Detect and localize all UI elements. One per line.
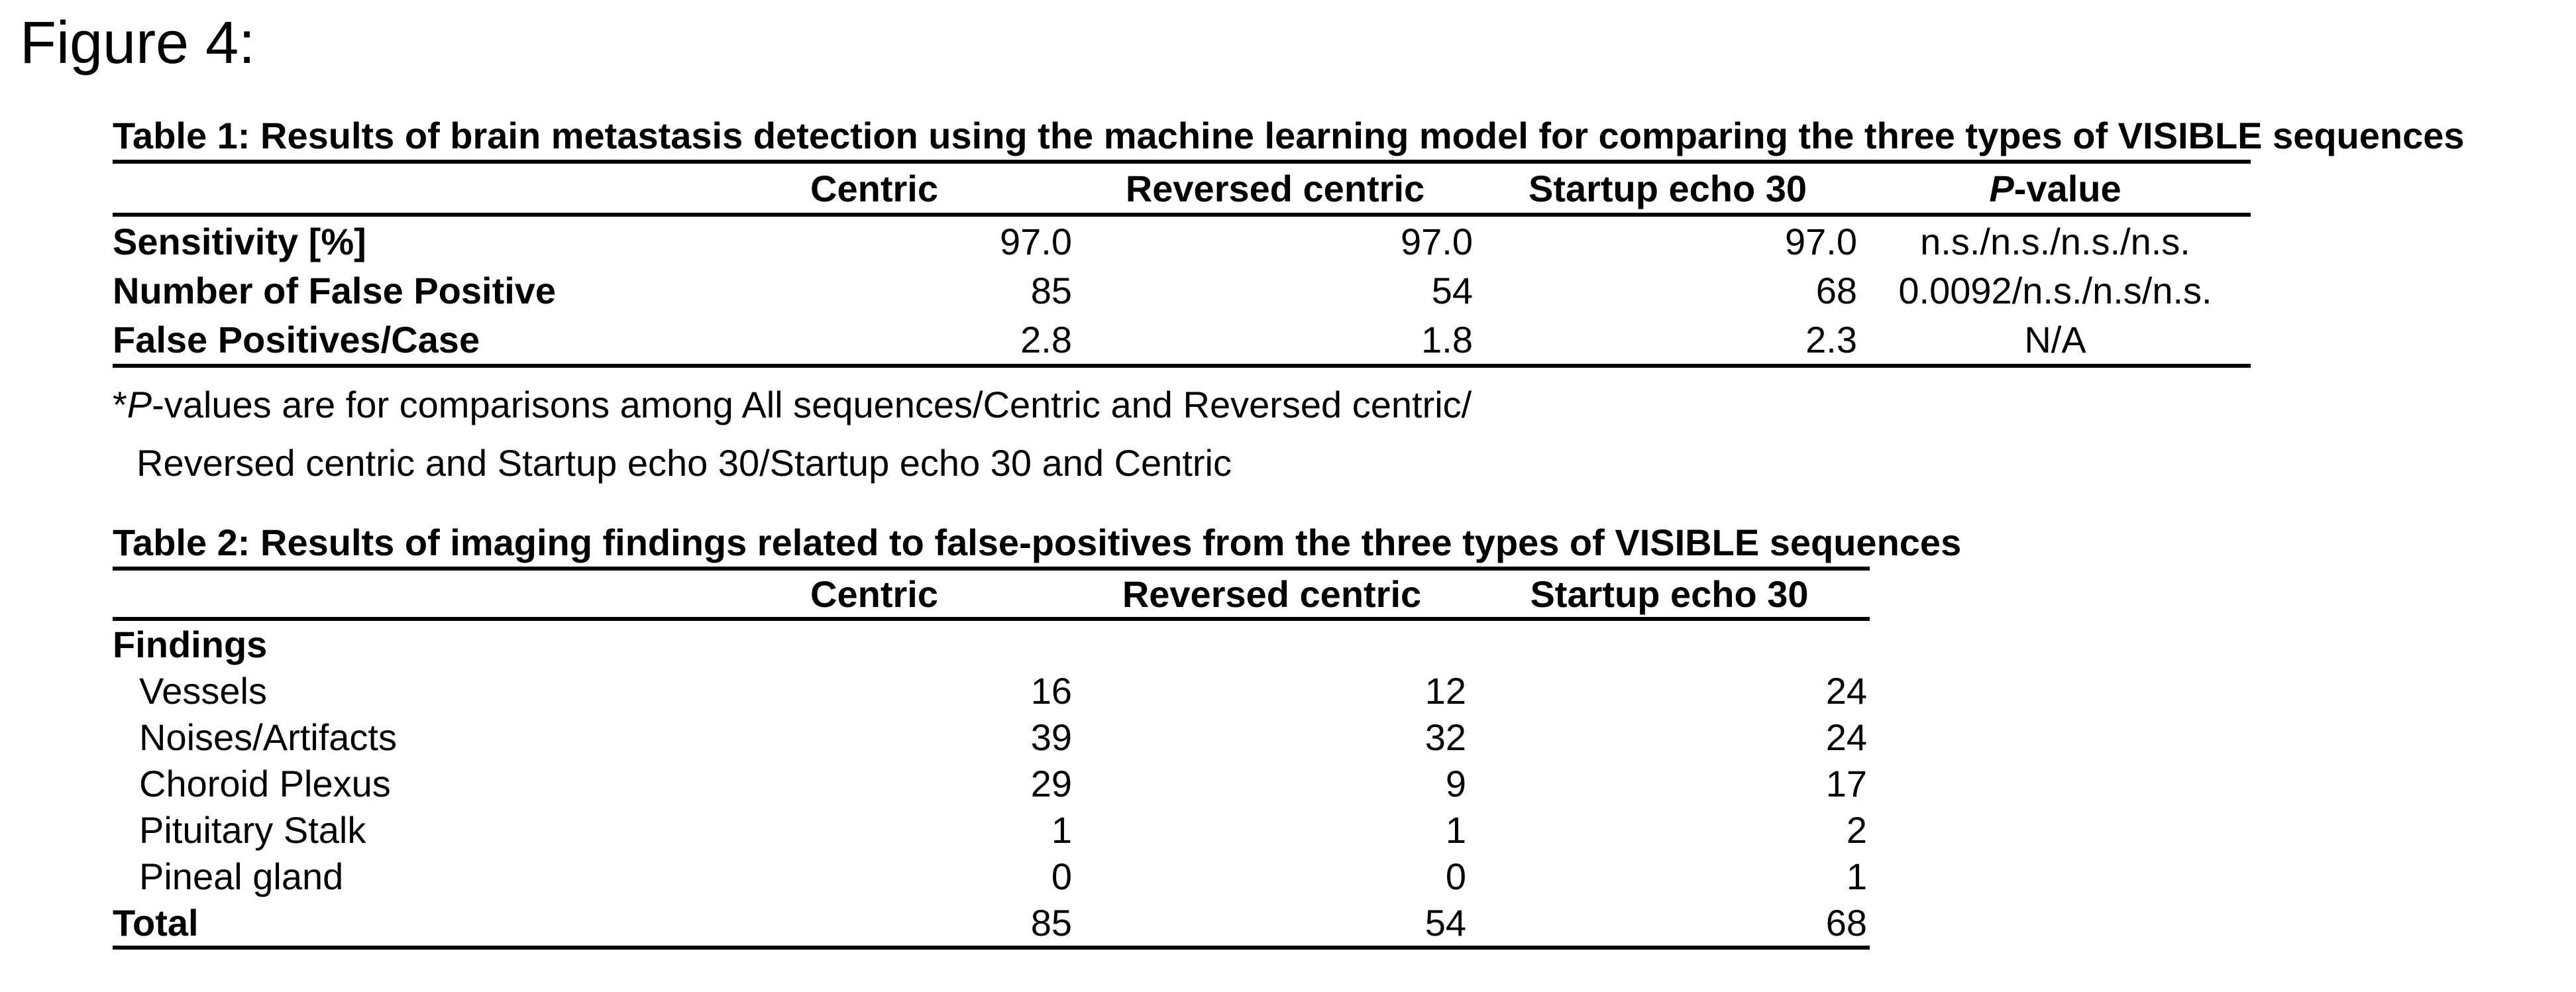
cell-startup-echo-30: 2 [1846,808,1867,851]
table2-header-centric: Centric [810,573,938,615]
cell-reversed-centric: 9 [1445,762,1466,804]
cell-reversed-centric: 0 [1445,855,1466,897]
table1-header-centric: Centric [810,167,938,209]
cell-startup-echo-30: 68 [1815,269,1857,311]
cell-startup-echo-30: 1 [1846,855,1867,897]
table-row: Vessels 16 12 24 [113,667,1870,714]
table-row: False Positives/Case 2.8 1.8 2.3 N/A [113,315,2251,366]
cell-reversed-centric: 1.8 [1421,318,1473,360]
footnote-p-italic: P [127,384,152,425]
p-value-header-italic: P [1989,167,2014,209]
row-label-pineal-gland: Pineal gland [139,855,344,897]
cell-p-value: n.s./n.s./n.s./n.s. [1920,220,2190,262]
table-row: Noises/Artifacts 39 32 24 [113,714,1870,760]
table-row: Choroid Plexus 29 9 17 [113,760,1870,806]
cell-startup-echo-30: 68 [1825,901,1867,944]
table1-title: Table 1: Results of brain metastasis det… [113,115,2465,164]
row-label-total: Total [113,901,199,944]
footnote-line-1-text: -values are for comparisons among All se… [152,384,1472,425]
footnote-line-2: Reversed centric and Startup echo 30/Sta… [136,442,1232,484]
cell-startup-echo-30: 2.3 [1805,318,1857,360]
cell-centric: 85 [1030,269,1072,311]
table2-header-startup-echo-30: Startup echo 30 [1530,573,1809,615]
cell-startup-echo-30: 97.0 [1785,220,1857,262]
table1-header-p-value: P-value [1860,164,2251,215]
row-label-choroid-plexus: Choroid Plexus [139,762,391,804]
table2-title: Table 2: Results of imaging findings rel… [113,522,1961,571]
cell-startup-echo-30: 24 [1825,669,1867,712]
table-row-group-header: Findings [113,619,1870,667]
row-label-false-positives-case: False Positives/Case [113,318,480,360]
cell-startup-echo-30: 24 [1825,716,1867,758]
cell-reversed-centric: 32 [1424,716,1466,758]
cell-centric: 39 [1030,716,1072,758]
table1-header-row: Centric Reversed centric Startup echo 30… [113,164,2251,215]
cell-reversed-centric: 54 [1431,269,1473,311]
row-label-noises-artifacts: Noises/Artifacts [139,716,397,758]
table-row-total: Total 85 54 68 [113,899,1870,948]
cell-startup-echo-30: 17 [1825,762,1867,804]
cell-centric: 1 [1051,808,1072,851]
table-row: Pituitary Stalk 1 1 2 [113,806,1870,853]
cell-centric: 85 [1030,901,1072,944]
cell-centric: 0 [1051,855,1072,897]
cell-empty [1469,619,1870,667]
cell-reversed-centric: 97.0 [1401,220,1473,262]
table1-footnote: *P-values are for comparisons among All … [113,376,2576,492]
figure-label: Figure 4: [20,10,256,76]
figure-content: Table 1: Results of brain metastasis det… [113,115,2576,950]
cell-centric: 29 [1030,762,1072,804]
cell-empty [674,619,1075,667]
row-label-findings: Findings [113,623,268,665]
table-row: Pineal gland 0 0 1 [113,853,1870,899]
table2-header-reversed-centric: Reversed centric [1122,573,1422,615]
table1: Centric Reversed centric Startup echo 30… [113,164,2251,368]
footnote-line-1: *P-values are for comparisons among All … [113,376,2576,434]
cell-empty [1075,619,1469,667]
row-label-number-false-positive: Number of False Positive [113,269,557,311]
cell-reversed-centric: 12 [1424,669,1466,712]
table1-header-reversed-centric: Reversed centric [1125,167,1425,209]
table2-section: Table 2: Results of imaging findings rel… [113,522,2576,950]
footnote-marker: * [113,384,127,425]
table2-header-row: Centric Reversed centric Startup echo 30 [113,571,1870,619]
cell-p-value: N/A [2024,318,2086,360]
cell-p-value: 0.0092/n.s./n.s/n.s. [1898,269,2212,311]
table-row: Number of False Positive 85 54 68 0.0092… [113,266,2251,315]
table1-header-empty [113,164,674,215]
cell-reversed-centric: 1 [1445,808,1466,851]
row-label-pituitary-stalk: Pituitary Stalk [139,808,366,851]
cell-centric: 2.8 [1020,318,1072,360]
row-label-vessels: Vessels [139,669,267,712]
cell-reversed-centric: 54 [1424,901,1466,944]
row-label-sensitivity: Sensitivity [%] [113,220,366,262]
table2: Centric Reversed centric Startup echo 30… [113,571,1870,950]
table1-header-startup-echo-30: Startup echo 30 [1528,167,1807,209]
table2-header-empty [113,571,674,619]
cell-centric: 97.0 [1000,220,1072,262]
table-row: Sensitivity [%] 97.0 97.0 97.0 n.s./n.s.… [113,215,2251,266]
cell-centric: 16 [1030,669,1072,712]
table1-section: Table 1: Results of brain metastasis det… [113,115,2576,492]
p-value-header-rest: -value [2013,167,2121,209]
